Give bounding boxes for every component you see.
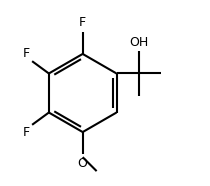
Text: F: F xyxy=(22,126,30,139)
Text: OH: OH xyxy=(129,36,148,49)
Text: O: O xyxy=(78,157,88,170)
Text: F: F xyxy=(79,16,86,29)
Text: F: F xyxy=(22,47,30,60)
